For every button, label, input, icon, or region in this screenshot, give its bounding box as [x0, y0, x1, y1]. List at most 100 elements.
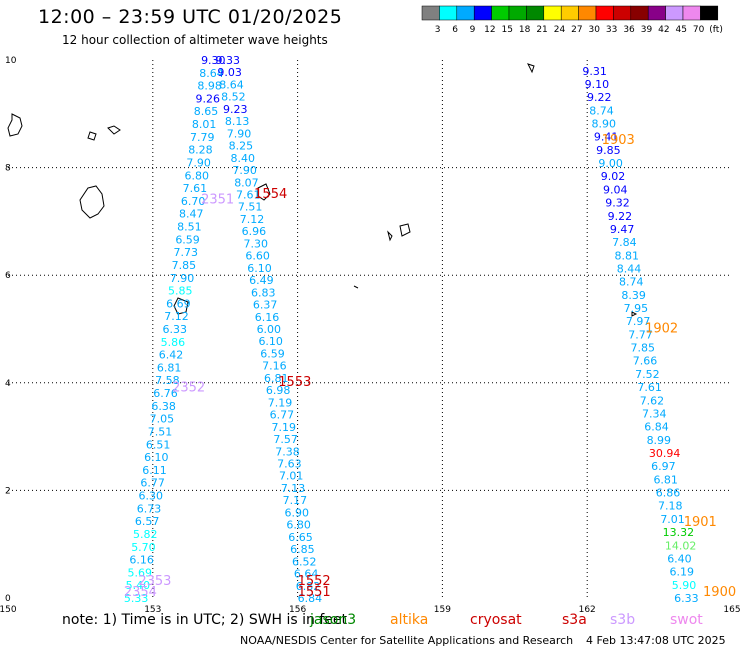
wave-height-label: 7.30 — [244, 237, 269, 250]
wave-height-label: 9.41 — [594, 131, 619, 144]
wave-height-label: 6.42 — [159, 349, 184, 362]
wave-height-label: 7.90 — [170, 272, 195, 285]
wave-height-label: 9.85 — [596, 144, 621, 157]
wave-height-label: 9.22 — [587, 91, 612, 104]
wave-height-label: 7.18 — [658, 500, 683, 513]
wave-height-label: 6.59 — [260, 347, 285, 360]
color-scale-label: 45 — [676, 25, 687, 35]
wave-height-label: 7.79 — [190, 131, 215, 144]
color-scale-swatch — [508, 5, 527, 21]
wave-height-label: 7.34 — [642, 407, 667, 420]
color-scale-swatch — [665, 5, 684, 21]
wave-height-label: 7.01 — [660, 513, 685, 526]
wave-height-label: 7.17 — [283, 494, 308, 507]
wave-height-label: 6.10 — [247, 262, 272, 275]
wave-height-label: 7.77 — [628, 328, 653, 341]
satellite-legend-jason3: jason3 — [310, 612, 357, 628]
footer-note: note: 1) Time is in UTC; 2) SWH is in fe… — [62, 612, 348, 628]
color-scale-label: 42 — [658, 25, 669, 35]
wave-height-label: 7.52 — [635, 368, 660, 381]
wave-height-label: 6.65 — [288, 531, 313, 544]
wave-height-label: 8.13 — [225, 115, 250, 128]
color-scale-label: 39 — [641, 25, 653, 35]
color-scale-swatch — [630, 5, 649, 21]
wave-height-label: 8.64 — [199, 67, 224, 80]
wave-height-label: 6.37 — [253, 299, 277, 312]
wave-height-label: 6.49 — [249, 274, 274, 287]
y-tick-label: 2 — [5, 486, 11, 496]
wave-height-label: 6.98 — [266, 384, 291, 397]
island-outline — [399, 223, 411, 237]
pass-time-label: 1553 — [278, 375, 311, 390]
wave-height-label: 7.38 — [275, 445, 300, 458]
color-scale-swatch — [473, 5, 492, 21]
y-tick-label: 8 — [5, 164, 11, 174]
wave-height-label: 9.23 — [223, 103, 248, 116]
wave-height-label: 6.33 — [674, 592, 699, 605]
footer-timestamp: 4 Feb 13:47:08 UTC 2025 — [586, 634, 726, 647]
island-outline — [79, 185, 105, 219]
wave-height-label: 7.51 — [148, 425, 173, 438]
wave-height-labels: 9.308.648.989.268.658.017.798.287.906.80… — [124, 54, 699, 605]
wave-height-label: 6.84 — [644, 421, 669, 434]
pass-time-label: 1551 — [298, 585, 331, 600]
color-scale-swatch — [682, 5, 701, 21]
wave-height-label: 6.69 — [166, 297, 191, 310]
wave-height-label: 7.61 — [637, 381, 662, 394]
wave-height-label: 6.77 — [270, 409, 295, 422]
wave-height-label: 6.19 — [669, 566, 694, 579]
island-outline — [387, 230, 393, 242]
wave-height-label: 7.63 — [277, 458, 302, 471]
wave-height-label: 9.04 — [603, 183, 628, 196]
wave-height-label: 6.38 — [151, 400, 176, 413]
wave-height-label: 6.97 — [651, 460, 676, 473]
chart-axes: 150 153 156 159 162 165 0 2 4 6 8 10 — [0, 56, 740, 615]
color-scale-label: 30 — [589, 25, 601, 35]
footer-credit: NOAA/NESDIS Center for Satellite Applica… — [240, 634, 574, 647]
wave-height-label: 7.61 — [236, 189, 261, 202]
color-scale-label: 3 — [435, 25, 441, 35]
wave-height-label: 8.90 — [592, 117, 617, 130]
wave-height-label: 8.65 — [194, 105, 219, 118]
color-scale-swatch — [456, 5, 475, 21]
wave-height-label: 7.90 — [186, 156, 211, 169]
color-scale-swatch — [439, 5, 458, 21]
wave-height-label: 5.90 — [672, 579, 697, 592]
wave-height-label: 7.61 — [183, 182, 208, 195]
satellite-legend: jason3 altika cryosat s3a s3b swot — [310, 612, 740, 632]
wave-height-label: 7.19 — [268, 396, 293, 409]
wave-height-label: 7.90 — [227, 127, 252, 140]
wave-height-label: 8.99 — [647, 434, 672, 447]
wave-height-label: 9.00 — [598, 157, 623, 170]
wave-height-label: 7.12 — [164, 310, 189, 323]
chart-grid — [8, 60, 732, 598]
wave-height-label: 5.85 — [168, 285, 193, 298]
color-scale-label: 24 — [554, 25, 566, 35]
pass-time-label: 1902 — [645, 321, 678, 336]
color-scale-swatch — [700, 5, 719, 21]
wave-height-label: 9.31 — [582, 65, 607, 78]
wave-height-label: 8.47 — [179, 208, 204, 221]
wave-height-label: 13.32 — [663, 526, 695, 539]
color-scale-swatch — [421, 5, 440, 21]
wave-height-label: 8.25 — [229, 140, 254, 153]
color-scale-swatch — [491, 5, 510, 21]
wave-height-label: 6.52 — [292, 555, 317, 568]
wave-height-label: 6.76 — [153, 387, 178, 400]
pass-time-label: 2351 — [201, 192, 234, 207]
wave-height-label: 7.58 — [155, 374, 180, 387]
island-outline — [527, 63, 535, 74]
island-outline — [631, 311, 638, 317]
color-scale-label: 6 — [452, 25, 458, 35]
color-scale-label: 70 — [693, 25, 705, 35]
wave-height-label: 6.40 — [667, 552, 692, 565]
satellite-legend-s3a: s3a — [562, 612, 587, 628]
wave-height-label: 7.12 — [240, 213, 265, 226]
wave-height-label: 6.60 — [245, 250, 270, 263]
wave-height-label: 7.90 — [232, 164, 257, 177]
color-scale-swatch — [560, 5, 579, 21]
wave-height-label: 9.33 — [216, 54, 241, 67]
wave-height-label: 6.77 — [140, 477, 165, 490]
wave-height-label: 8.44 — [617, 262, 642, 275]
wave-height-label: 8.52 — [221, 91, 246, 104]
